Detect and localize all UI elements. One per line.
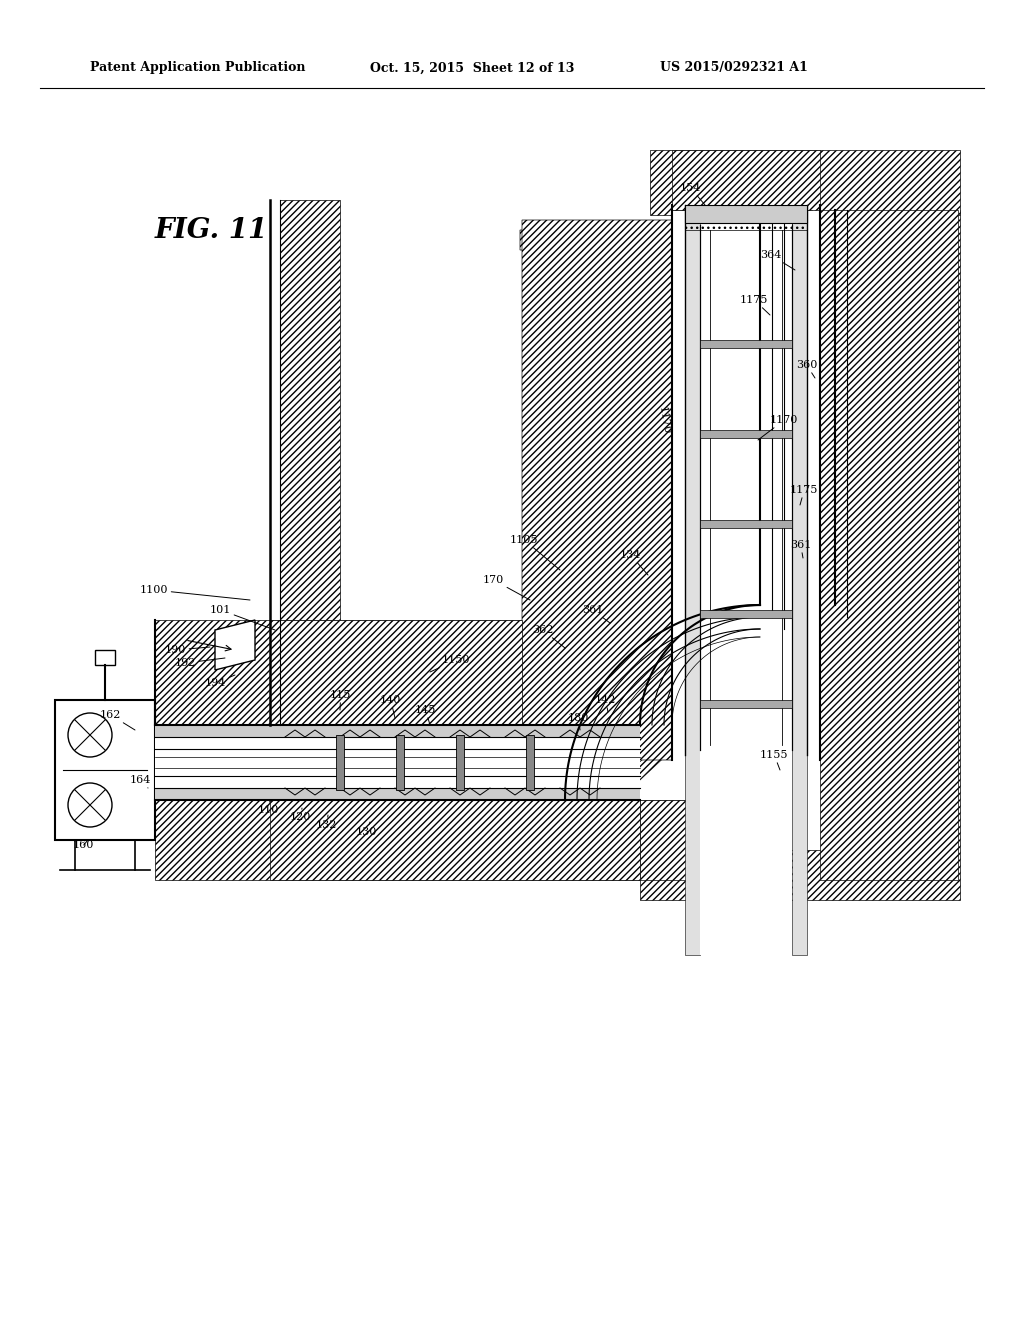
Polygon shape	[640, 800, 760, 900]
Bar	[700, 430, 792, 438]
Bar	[155, 737, 640, 788]
Bar	[792, 210, 807, 954]
Bar	[456, 735, 464, 789]
Bar	[685, 210, 700, 954]
Text: 160: 160	[73, 840, 94, 850]
Text: 360: 360	[796, 360, 817, 378]
Bar	[155, 788, 640, 800]
Text: Patent Application Publication: Patent Application Publication	[90, 62, 305, 74]
Polygon shape	[155, 800, 640, 880]
Text: 170: 170	[483, 576, 530, 601]
Bar	[55, 700, 155, 840]
Text: 101: 101	[210, 605, 275, 630]
Text: 361: 361	[582, 605, 610, 623]
Bar	[685, 205, 807, 223]
Text: 190: 190	[165, 645, 210, 655]
Text: 1170: 1170	[758, 414, 799, 440]
Bar	[95, 649, 115, 665]
Text: 140: 140	[380, 696, 401, 718]
Text: 1175: 1175	[790, 484, 818, 506]
Bar	[700, 341, 792, 348]
Text: 164: 164	[130, 775, 152, 788]
Text: 162: 162	[100, 710, 135, 730]
Text: 194: 194	[205, 675, 234, 688]
Text: 115: 115	[330, 690, 351, 710]
Bar	[155, 725, 640, 737]
Polygon shape	[580, 800, 760, 880]
Bar	[700, 610, 792, 618]
Text: 132: 132	[316, 814, 337, 830]
Text: 364: 364	[760, 249, 795, 271]
Polygon shape	[280, 201, 340, 620]
Text: 1100: 1100	[140, 585, 250, 601]
Bar	[336, 735, 344, 789]
Text: 361: 361	[790, 540, 811, 558]
Polygon shape	[672, 150, 820, 210]
Bar	[526, 735, 534, 789]
Bar	[700, 520, 792, 528]
Polygon shape	[760, 210, 961, 900]
Polygon shape	[520, 230, 672, 780]
Polygon shape	[820, 210, 958, 880]
Text: 1150: 1150	[430, 655, 470, 672]
Text: 180: 180	[568, 713, 590, 730]
Text: US 2015/0292321 A1: US 2015/0292321 A1	[660, 62, 808, 74]
Polygon shape	[650, 150, 961, 215]
Bar	[700, 700, 792, 708]
Text: Oct. 15, 2015  Sheet 12 of 13: Oct. 15, 2015 Sheet 12 of 13	[370, 62, 574, 74]
Text: 362: 362	[532, 624, 565, 648]
Text: 1155: 1155	[760, 750, 788, 770]
Text: 130: 130	[356, 822, 378, 837]
Text: FIG. 11: FIG. 11	[155, 216, 268, 243]
Polygon shape	[270, 800, 640, 880]
Polygon shape	[522, 220, 672, 800]
Text: 1175: 1175	[740, 294, 770, 315]
Polygon shape	[155, 620, 672, 725]
Polygon shape	[215, 620, 255, 671]
Text: 145: 145	[415, 705, 436, 725]
Polygon shape	[672, 150, 820, 210]
Text: 1105: 1105	[510, 535, 560, 570]
Text: 192: 192	[175, 657, 225, 668]
Text: 1170: 1170	[656, 405, 672, 434]
Text: 134: 134	[620, 550, 648, 576]
Bar	[396, 735, 404, 789]
Bar	[685, 205, 807, 230]
Text: 142: 142	[595, 696, 616, 711]
Polygon shape	[270, 620, 522, 725]
Bar	[700, 224, 792, 954]
Text: 154: 154	[680, 183, 705, 205]
Text: 120: 120	[290, 808, 311, 822]
Text: 110: 110	[258, 800, 280, 814]
